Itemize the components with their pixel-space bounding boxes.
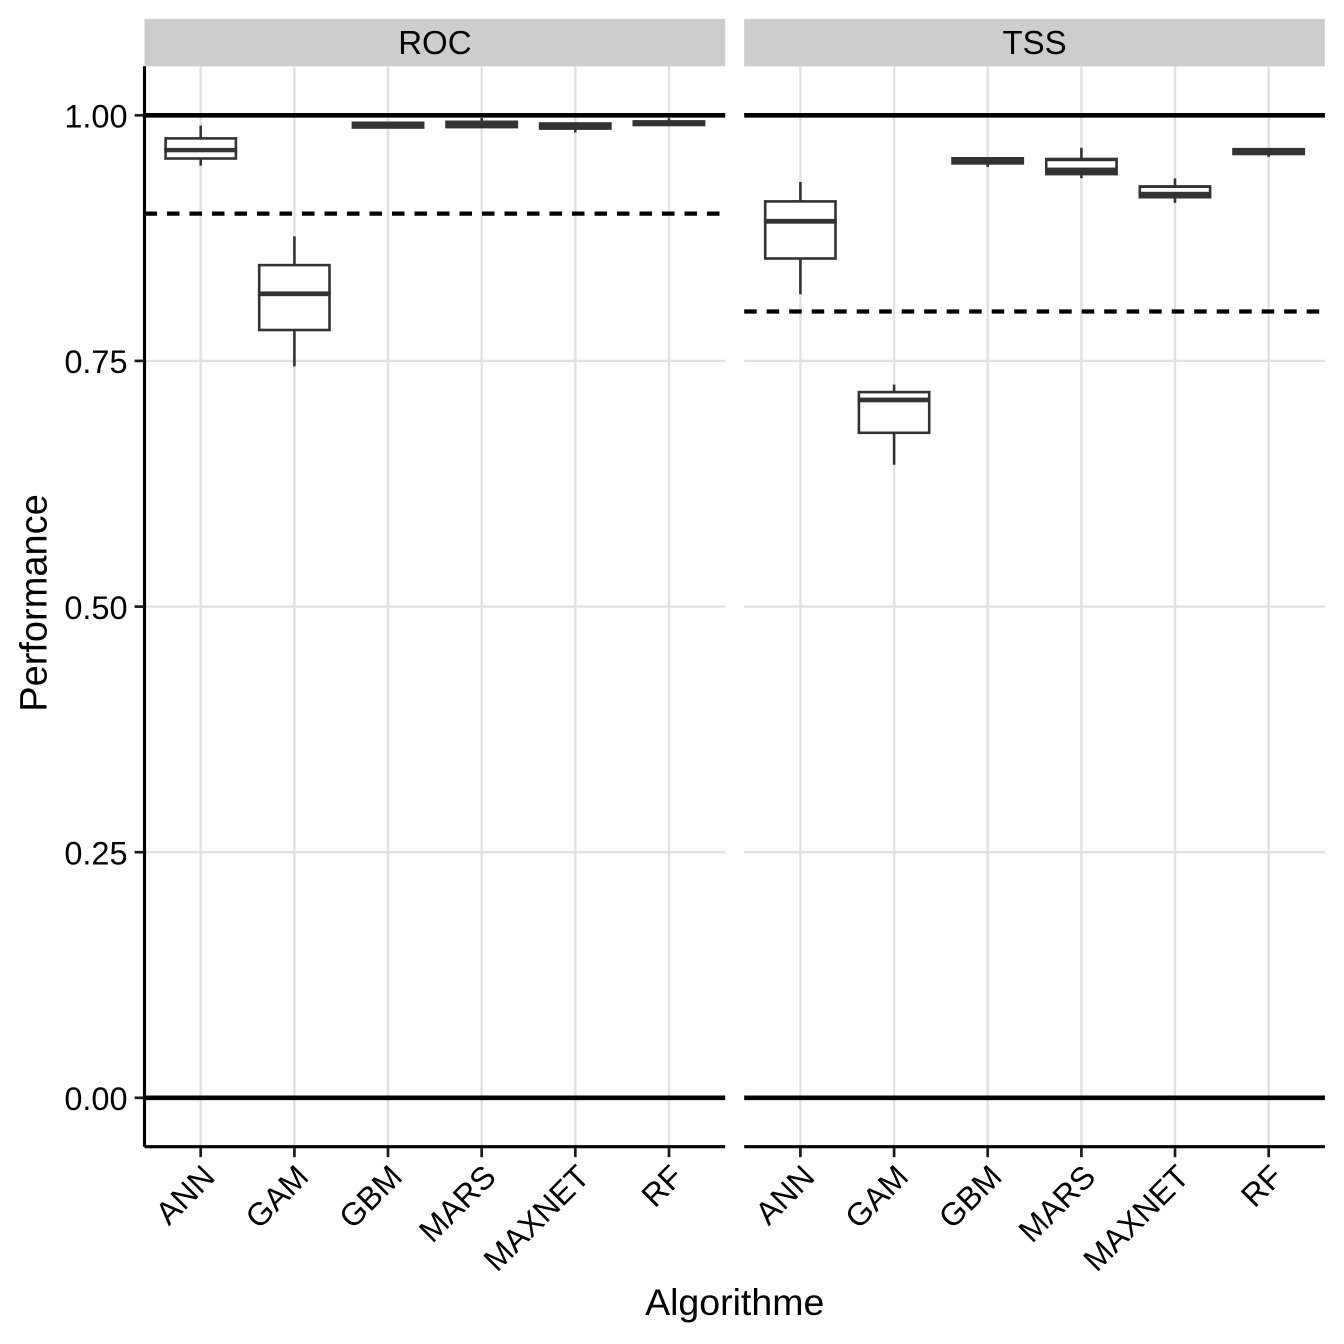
svg-text:0.00: 0.00: [64, 1081, 127, 1117]
svg-text:ROC: ROC: [398, 24, 471, 61]
svg-text:TSS: TSS: [1003, 24, 1067, 61]
svg-text:0.25: 0.25: [64, 836, 127, 872]
svg-text:Performance: Performance: [13, 494, 55, 712]
svg-text:0.50: 0.50: [64, 590, 127, 626]
svg-text:0.75: 0.75: [64, 344, 127, 380]
svg-text:Algorithme: Algorithme: [645, 1281, 824, 1323]
svg-text:1.00: 1.00: [64, 99, 127, 135]
